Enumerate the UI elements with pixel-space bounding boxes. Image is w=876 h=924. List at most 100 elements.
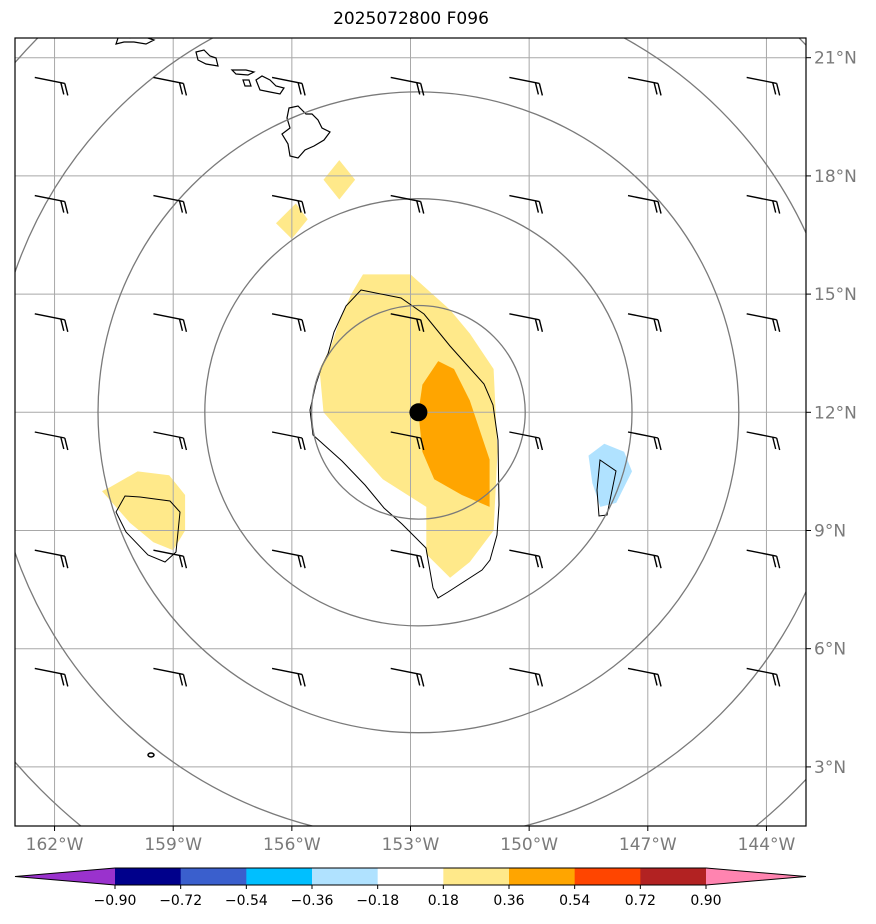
- colorbar-segment: [312, 868, 379, 885]
- y-tick-label: 12°N: [814, 403, 857, 423]
- wind-barb: [627, 431, 662, 451]
- maui-coastline: [255, 75, 285, 95]
- wind-barb: [390, 194, 425, 214]
- wind-barb: [34, 549, 69, 569]
- contour-line-east: [596, 459, 617, 517]
- colorbar-tick-label: 0.36: [493, 893, 524, 909]
- storm-center-marker: [409, 403, 428, 422]
- wind-barb: [153, 313, 188, 332]
- range-ring: [204, 198, 633, 627]
- wind-barb: [627, 194, 662, 214]
- colorbar-segment: [377, 868, 444, 885]
- wind-barb: [153, 431, 188, 451]
- wind-barb: [509, 76, 544, 96]
- x-tick-label: 162°W: [26, 835, 84, 855]
- wind-barb: [509, 667, 544, 687]
- colorbar: −0.90 −0.72 −0.54 −0.36 −0.18 0.18 0.36 0.54 0.7…: [14, 867, 807, 909]
- y-tick-label: 9°N: [814, 522, 846, 542]
- wind-barb: [746, 76, 781, 96]
- molokai-coastline: [230, 69, 256, 76]
- colorbar-tick-label: −0.36: [291, 893, 334, 909]
- wind-barb: [271, 431, 306, 451]
- oahu-coastline: [195, 49, 219, 67]
- colorbar-segment: [574, 868, 641, 885]
- wind-barb: [390, 76, 425, 96]
- wind-barb: [34, 76, 69, 96]
- colorbar-segment: [115, 868, 182, 885]
- shaded-region-negative-0.18-east: [588, 443, 632, 507]
- colorbar-max-extension: [706, 868, 806, 885]
- x-tick-label: 150°W: [500, 835, 558, 855]
- wind-barb: [390, 667, 425, 687]
- wind-barbs-layer: [34, 76, 781, 687]
- colorbar-tick-label: 0.18: [428, 893, 459, 909]
- x-tick-label: 147°W: [619, 835, 677, 855]
- x-tick-label: 144°W: [738, 835, 796, 855]
- wind-barb: [271, 549, 306, 569]
- wind-barb: [627, 76, 662, 96]
- wind-barb: [390, 549, 425, 569]
- shaded-region-positive-0.18-far-north: [323, 160, 356, 200]
- wind-barb: [390, 313, 425, 332]
- wind-barb: [271, 667, 306, 687]
- wind-barb: [34, 431, 69, 451]
- wind-barb: [390, 431, 425, 451]
- y-tick-label: 3°N: [814, 758, 846, 778]
- wind-barb: [746, 431, 781, 451]
- range-ring: [310, 304, 526, 520]
- colorbar-tick-label: −0.54: [225, 893, 268, 909]
- wind-barb: [34, 194, 69, 214]
- kauai-coastline: [115, 38, 156, 45]
- wind-barb: [509, 431, 544, 451]
- colorbar-tick-label: −0.18: [356, 893, 399, 909]
- shaded-region-positive-0.36: [418, 361, 490, 507]
- anomaly-shading-layer: [102, 160, 632, 578]
- wind-barb: [153, 194, 188, 214]
- y-tick-label: 15°N: [814, 285, 857, 305]
- wind-barb: [34, 313, 69, 332]
- wind-barb: [627, 549, 662, 569]
- wind-barb: [509, 194, 544, 214]
- hawaii-big-island-coastline: [281, 105, 331, 159]
- coastline-layer: [115, 38, 331, 758]
- x-tick-label: 159°W: [144, 835, 202, 855]
- contour-line-west: [115, 495, 181, 563]
- colorbar-segment: [246, 868, 313, 885]
- wind-barb: [153, 667, 188, 687]
- y-tick-label: 21°N: [814, 49, 857, 69]
- colorbar-tick-label: 0.72: [625, 893, 656, 909]
- wind-barb: [627, 667, 662, 687]
- shaded-region-positive-0.18: [319, 274, 498, 578]
- colorbar-segment: [509, 868, 576, 885]
- colorbar-min-extension: [15, 868, 115, 885]
- wind-barb: [271, 313, 306, 332]
- colorbar-tick-label: 0.54: [559, 893, 590, 909]
- wind-barb: [153, 549, 188, 569]
- colorbar-tick-label: −0.72: [159, 893, 202, 909]
- latitude-ticks: 21°N 18°N 15°N 12°N 9°N 6°N 3°N: [806, 49, 857, 778]
- colorbar-segment: [443, 868, 510, 885]
- small-island-coastline: [147, 752, 155, 758]
- x-tick-label: 156°W: [263, 835, 321, 855]
- graticule-layer: [15, 38, 806, 826]
- wind-barb: [746, 549, 781, 569]
- x-tick-label: 153°W: [382, 835, 440, 855]
- longitude-ticks: 162°W 159°W 156°W 153°W 150°W 147°W 144°W: [26, 826, 796, 855]
- colorbar-tick-label: −0.90: [94, 893, 137, 909]
- colorbar-segment: [180, 868, 247, 885]
- wind-barb: [509, 549, 544, 569]
- wind-barb: [746, 667, 781, 687]
- wind-barb: [271, 76, 306, 96]
- colorbar-tick-label: 0.90: [690, 893, 721, 909]
- wind-barb: [271, 194, 306, 214]
- wind-barb: [34, 667, 69, 687]
- map-title: 2025072800 F096: [333, 9, 489, 29]
- colorbar-segment: [640, 868, 707, 885]
- wind-barb: [153, 76, 188, 96]
- wind-barb: [627, 313, 662, 332]
- y-tick-label: 6°N: [814, 640, 846, 660]
- wind-barb: [509, 313, 544, 332]
- wind-barb: [746, 313, 781, 332]
- y-tick-label: 18°N: [814, 167, 857, 187]
